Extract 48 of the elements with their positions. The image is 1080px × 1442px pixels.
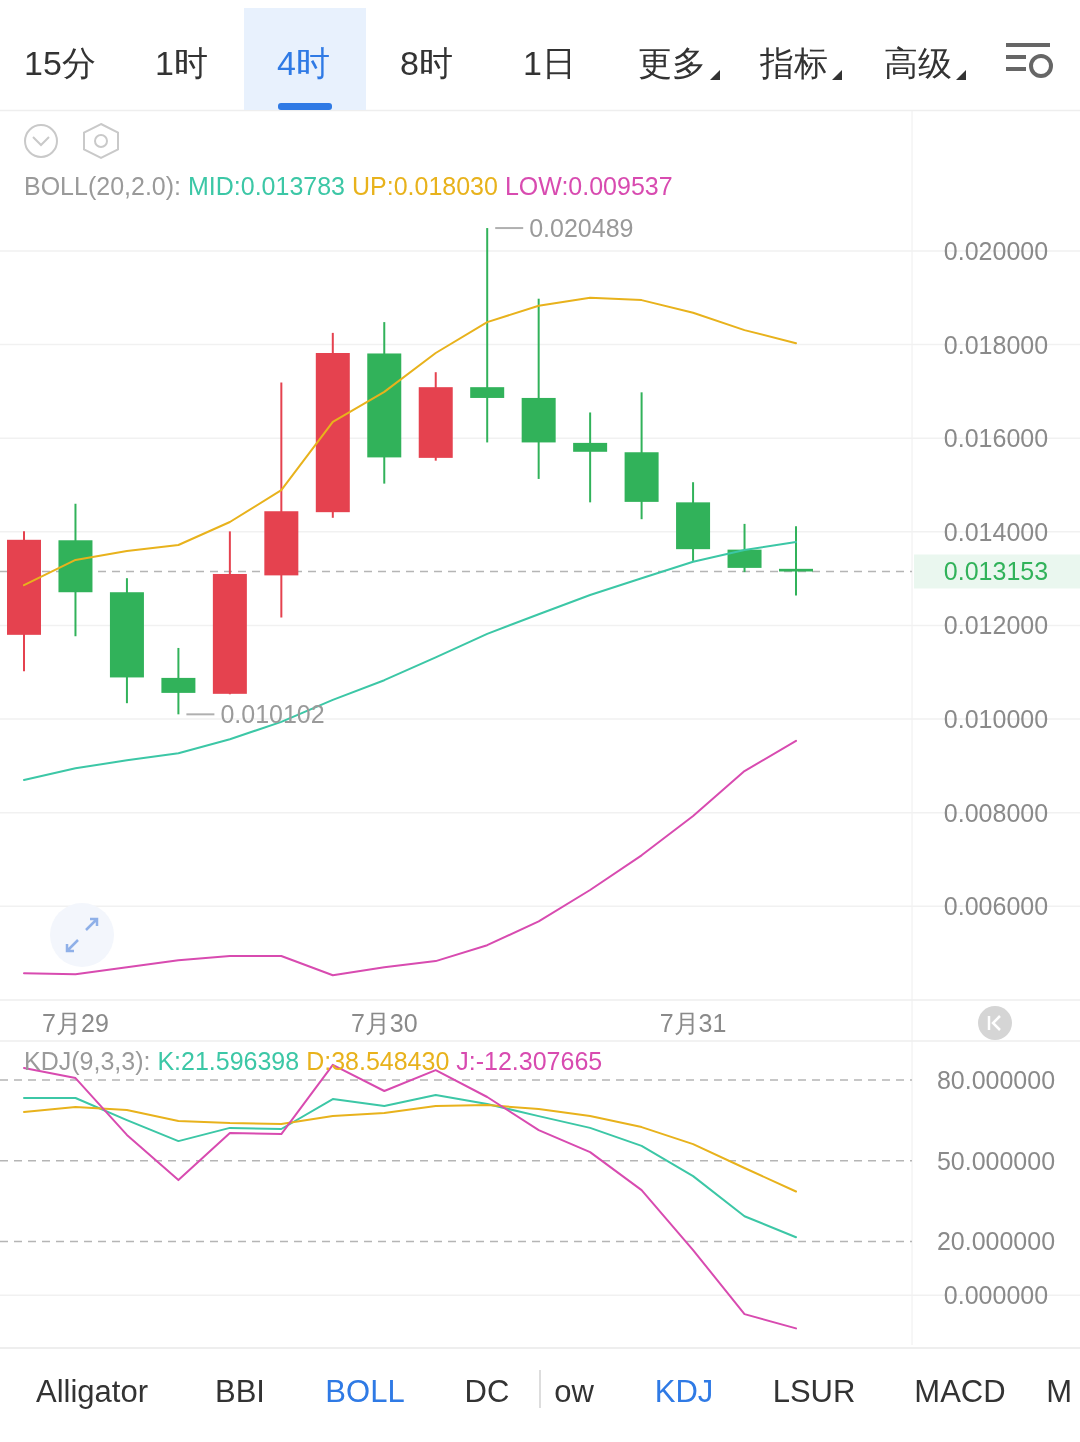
line-series bbox=[23, 296, 797, 587]
y-tick-label: 80.000000 bbox=[936, 1066, 1056, 1095]
text: BBI bbox=[215, 1374, 265, 1409]
chart-title: KDJ(9,3,3): bbox=[24, 1047, 158, 1075]
text: DC bbox=[464, 1374, 510, 1409]
text: BOLL(20,2.0): bbox=[24, 172, 188, 200]
y-tick-label: 0.012000 bbox=[943, 611, 1049, 640]
y-tick-label: 0.018000 bbox=[943, 330, 1049, 359]
y-tick-label: 20.000000 bbox=[936, 1227, 1056, 1256]
y-tick-label: 0.006000 bbox=[943, 892, 1049, 921]
line-series bbox=[23, 739, 797, 977]
series-label: J:-12.307665 bbox=[456, 1047, 603, 1075]
text: KDJ bbox=[654, 1374, 714, 1409]
ref-line-label: 0.013153 bbox=[943, 557, 1049, 586]
text: 1日 bbox=[523, 44, 576, 82]
text: 8时 bbox=[400, 44, 453, 82]
y-tick-label: 0.008000 bbox=[943, 798, 1049, 827]
text: M bbox=[1046, 1374, 1072, 1409]
text: LOW:0.009537 bbox=[504, 172, 673, 200]
x-tick-label: 7月29 bbox=[42, 1009, 109, 1037]
candlestick bbox=[573, 411, 608, 504]
y-tick-label: 0.016000 bbox=[943, 424, 1049, 453]
text: UP:0.018030 bbox=[351, 172, 505, 200]
text: MID:0.013783 bbox=[187, 172, 352, 200]
text: MACD bbox=[914, 1374, 1006, 1409]
text: BOLL bbox=[325, 1374, 405, 1409]
y-tick-label: 0.000000 bbox=[943, 1281, 1049, 1310]
text: 更多 bbox=[638, 44, 706, 82]
y-tick-label: 0.010000 bbox=[943, 705, 1049, 734]
text: 高级 bbox=[884, 44, 952, 82]
text: 4时 bbox=[277, 44, 330, 82]
x-tick-label: 7月31 bbox=[659, 1009, 727, 1037]
y-tick-label: 50.000000 bbox=[936, 1146, 1056, 1175]
y-tick-label: 0.014000 bbox=[943, 517, 1049, 546]
x-tick-label: 7月30 bbox=[350, 1009, 418, 1037]
line-series bbox=[23, 541, 797, 781]
text: Alligator bbox=[36, 1374, 148, 1409]
text: LSUR bbox=[772, 1374, 856, 1409]
series-label: D:38.548430 bbox=[306, 1047, 457, 1075]
text: 1时 bbox=[155, 44, 208, 82]
line-series bbox=[23, 1094, 797, 1239]
text: 指标 bbox=[759, 44, 828, 82]
text: ow bbox=[554, 1374, 595, 1409]
y-tick-label: 0.020000 bbox=[943, 236, 1049, 265]
annotation: 0.020489 bbox=[529, 214, 634, 243]
text: 15分 bbox=[24, 44, 96, 82]
series-label: K:21.596398 bbox=[157, 1047, 307, 1075]
line-series bbox=[23, 1104, 797, 1193]
